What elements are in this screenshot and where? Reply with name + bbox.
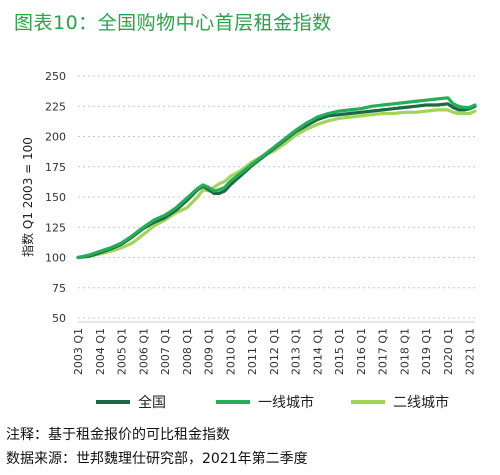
x-tick-label: 2013 Q1 (290, 328, 303, 375)
legend-item-national: 全国 (96, 392, 166, 412)
x-tick-label: 2003 Q1 (72, 328, 85, 375)
x-tick-label: 2010 Q1 (224, 328, 237, 375)
x-tick-label: 2016 Q1 (355, 328, 368, 375)
x-tick-label: 2020 Q1 (442, 328, 455, 375)
legend: 全国 一线城市 二线城市 (96, 392, 496, 412)
x-tick-label: 2005 Q1 (116, 328, 129, 375)
y-tick-label: 175 (45, 161, 66, 174)
legend-label-tier1: 一线城市 (258, 395, 314, 411)
x-tick-label: 2008 Q1 (181, 328, 194, 375)
legend-swatch-tier2 (351, 400, 385, 404)
legend-label-tier2: 二线城市 (393, 395, 449, 411)
y-tick-label: 75 (52, 282, 66, 295)
series-lines (76, 96, 477, 260)
source-note: 数据来源：世邦魏理仕研究部，2021年第二季度 (6, 451, 308, 467)
series-line-tier2 (76, 108, 477, 260)
legend-swatch-national (96, 400, 130, 404)
y-tick-label: 50 (52, 312, 66, 325)
x-tick-label: 2011 Q1 (246, 328, 259, 375)
x-tick-label: 2021 Q1 (464, 328, 477, 375)
y-tick-label: 125 (45, 221, 66, 234)
x-axis-ticks: 2003 Q1 2004 Q1 2005 Q1 2006 Q1 2007 Q1 2008 … (72, 328, 477, 375)
footnote: 注释：基于租金报价的可比租金指数 (6, 427, 230, 443)
x-tick-label: 2015 Q1 (333, 328, 346, 375)
y-tick-label: 150 (45, 191, 66, 204)
x-tick-label: 2017 Q1 (377, 328, 390, 375)
legend-swatch-tier1 (216, 400, 250, 404)
y-tick-label: 250 (45, 70, 66, 83)
gridlines (78, 75, 475, 319)
y-axis-ticks: 50 75 100 125 150 175 200 225 250 (45, 70, 66, 325)
y-tick-label: 200 (45, 131, 66, 144)
legend-label-national: 全国 (138, 395, 166, 411)
x-tick-label: 2007 Q1 (159, 328, 172, 375)
x-tick-label: 2012 Q1 (268, 328, 281, 375)
legend-item-tier2: 二线城市 (351, 392, 449, 412)
x-tick-label: 2009 Q1 (203, 328, 216, 375)
x-tick-label: 2019 Q1 (420, 328, 433, 375)
x-tick-label: 2018 Q1 (398, 328, 411, 375)
chart-title: 图表10：全国购物中心首层租金指数 (14, 12, 332, 34)
y-tick-label: 100 (45, 252, 66, 265)
y-axis-label: 指数 Q1 2003 = 100 (20, 137, 35, 257)
series-line-tier1 (76, 96, 477, 260)
x-tick-label: 2004 Q1 (94, 328, 107, 375)
legend-item-tier1: 一线城市 (216, 392, 314, 412)
x-tick-label: 2014 Q1 (311, 328, 324, 375)
x-tick-label: 2006 Q1 (137, 328, 150, 375)
y-tick-label: 225 (45, 100, 66, 113)
series-line-national (76, 102, 477, 260)
